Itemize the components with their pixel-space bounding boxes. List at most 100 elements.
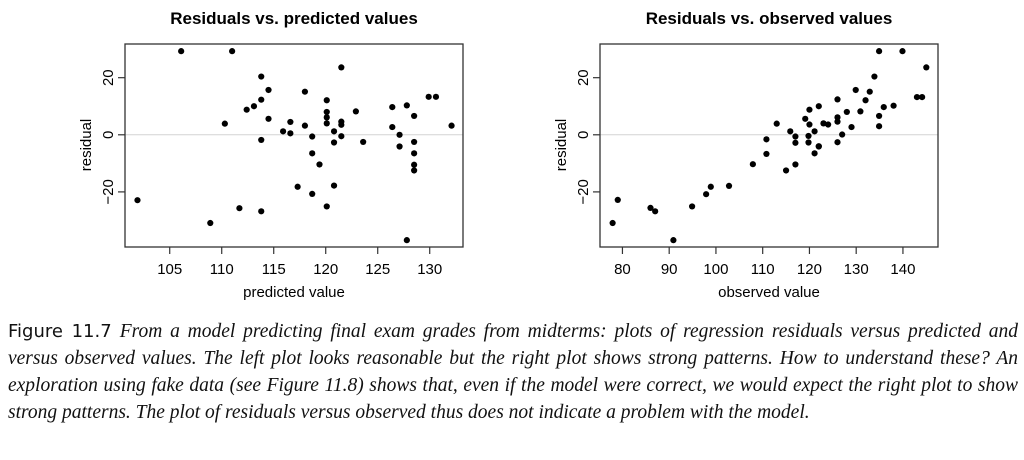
data-point (309, 133, 316, 140)
data-point (815, 143, 822, 150)
data-point (323, 120, 330, 127)
data-point (338, 121, 345, 128)
data-point (839, 131, 846, 138)
x-tick-label: 120 (313, 261, 338, 278)
data-point (403, 102, 410, 109)
plot-frame (599, 43, 939, 248)
data-point (338, 133, 345, 140)
data-point (834, 114, 841, 121)
y-tick-label: 20 (575, 69, 592, 86)
data-point (871, 73, 878, 80)
x-tick-label: 130 (844, 261, 869, 278)
data-point (875, 112, 883, 120)
data-point (811, 150, 818, 157)
x-tick-label: 100 (703, 261, 728, 278)
data-point (792, 133, 799, 140)
data-point (316, 161, 323, 168)
figure-caption: Figure 11.7 From a model predicting final… (8, 318, 1018, 426)
data-point (221, 120, 228, 127)
data-point (773, 120, 780, 127)
figure-label: Figure 11.7 (8, 321, 112, 342)
data-point (323, 97, 330, 104)
data-point (258, 136, 265, 144)
data-point (301, 88, 309, 95)
data-point (875, 48, 883, 55)
data-point (782, 167, 790, 174)
data-point (396, 131, 403, 138)
data-point (866, 88, 873, 95)
x-tick-label: 130 (417, 261, 442, 278)
data-point (265, 115, 272, 122)
data-point (229, 48, 236, 55)
data-point (411, 161, 418, 168)
x-tick-label: 110 (210, 261, 234, 278)
data-point (265, 86, 272, 94)
panel-residuals-vs-predicted: Residuals vs. predicted values 105 110 115… (78, 9, 464, 301)
data-point (805, 132, 812, 140)
data-point (857, 108, 864, 115)
x-tick-label: 140 (890, 261, 915, 278)
chart-title: Residuals vs. predicted values (170, 9, 418, 28)
data-point (330, 128, 338, 135)
data-point (338, 64, 345, 71)
x-tick-label: 80 (614, 261, 631, 278)
data-point (749, 161, 756, 168)
data-point (411, 138, 418, 146)
data-point (134, 197, 141, 204)
x-tick-label: 110 (751, 261, 775, 278)
x-axis: 80 90 100 110 120 130 140 (614, 247, 915, 278)
y-tick-label: 0 (100, 131, 117, 139)
data-point (834, 96, 841, 103)
data-point (323, 108, 330, 116)
data-point (852, 86, 859, 94)
data-point (614, 196, 621, 203)
data-point (913, 94, 921, 101)
data-point (787, 128, 794, 135)
data-point (815, 103, 822, 110)
data-point (411, 112, 418, 120)
data-point (919, 94, 926, 101)
data-point (725, 182, 733, 190)
data-point (279, 128, 287, 135)
data-point (396, 143, 403, 150)
y-axis: −20 0 20 (100, 69, 125, 205)
data-point (425, 93, 432, 100)
data-point (294, 183, 301, 190)
caption-text: From a model predicting final exam grade… (8, 321, 1018, 423)
data-point (360, 138, 367, 146)
data-point (834, 118, 841, 125)
y-tick-label: −20 (575, 179, 592, 204)
data-point (890, 102, 897, 109)
data-point (763, 136, 770, 143)
y-axis-label: residual (553, 119, 570, 172)
data-point (178, 48, 185, 55)
data-point (806, 121, 813, 128)
data-point (258, 208, 265, 215)
data-point (309, 150, 316, 157)
data-point (258, 73, 265, 80)
data-point (792, 161, 799, 168)
data-point (411, 167, 418, 174)
data-point (243, 106, 250, 113)
data-point (389, 123, 396, 131)
data-point (875, 123, 883, 130)
x-axis-label: observed value (718, 284, 820, 301)
data-point (763, 150, 770, 158)
scatter-points (134, 48, 455, 244)
x-axis-label: predicted value (243, 284, 345, 301)
data-point (403, 237, 410, 244)
scatter-points (609, 48, 930, 244)
x-axis: 105 110 115 120 125 130 (157, 247, 442, 278)
x-tick-label: 120 (797, 261, 822, 278)
y-axis: −20 0 20 (575, 69, 600, 205)
data-point (802, 115, 809, 122)
data-point (448, 122, 455, 129)
y-tick-label: 0 (575, 131, 592, 139)
x-tick-label: 125 (365, 261, 390, 278)
y-tick-label: 20 (100, 69, 117, 86)
data-point (862, 97, 869, 104)
data-point (301, 122, 309, 129)
plot-frame (124, 43, 464, 248)
data-point (805, 139, 812, 146)
data-point (323, 203, 330, 210)
